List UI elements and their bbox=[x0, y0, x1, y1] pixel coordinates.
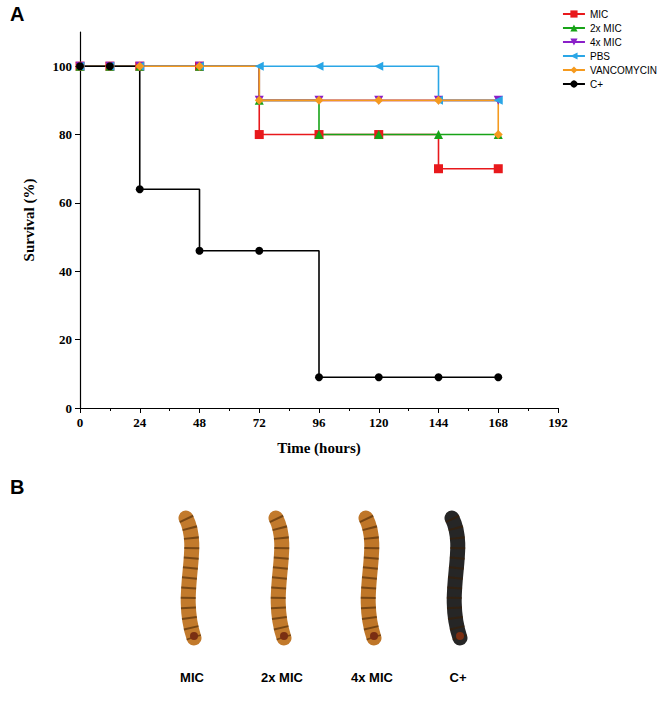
svg-text:MIC: MIC bbox=[590, 9, 608, 20]
svg-text:MIC: MIC bbox=[180, 670, 204, 685]
svg-text:B: B bbox=[10, 476, 24, 498]
svg-text:VANCOMYCIN: VANCOMYCIN bbox=[590, 65, 657, 76]
svg-text:2x MIC: 2x MIC bbox=[261, 670, 304, 685]
svg-text:PBS: PBS bbox=[590, 51, 610, 62]
svg-text:96: 96 bbox=[313, 415, 327, 430]
svg-text:40: 40 bbox=[59, 264, 72, 279]
svg-text:72: 72 bbox=[253, 415, 266, 430]
svg-text:192: 192 bbox=[548, 415, 568, 430]
svg-text:4x MIC: 4x MIC bbox=[351, 670, 394, 685]
svg-text:100: 100 bbox=[53, 59, 73, 74]
svg-text:60: 60 bbox=[59, 195, 72, 210]
svg-text:C+: C+ bbox=[450, 670, 467, 685]
svg-text:120: 120 bbox=[369, 415, 389, 430]
svg-text:24: 24 bbox=[133, 415, 147, 430]
svg-text:48: 48 bbox=[193, 415, 207, 430]
svg-text:80: 80 bbox=[59, 127, 72, 142]
svg-text:C+: C+ bbox=[590, 79, 603, 90]
svg-text:2x MIC: 2x MIC bbox=[590, 23, 622, 34]
svg-text:168: 168 bbox=[489, 415, 509, 430]
svg-text:0: 0 bbox=[66, 401, 73, 416]
svg-text:4x MIC: 4x MIC bbox=[590, 37, 622, 48]
svg-text:20: 20 bbox=[59, 332, 72, 347]
svg-text:144: 144 bbox=[429, 415, 449, 430]
svg-text:Survival (%): Survival (%) bbox=[21, 179, 38, 262]
svg-text:A: A bbox=[10, 3, 24, 25]
svg-text:Time (hours): Time (hours) bbox=[277, 440, 360, 457]
svg-text:0: 0 bbox=[77, 415, 84, 430]
